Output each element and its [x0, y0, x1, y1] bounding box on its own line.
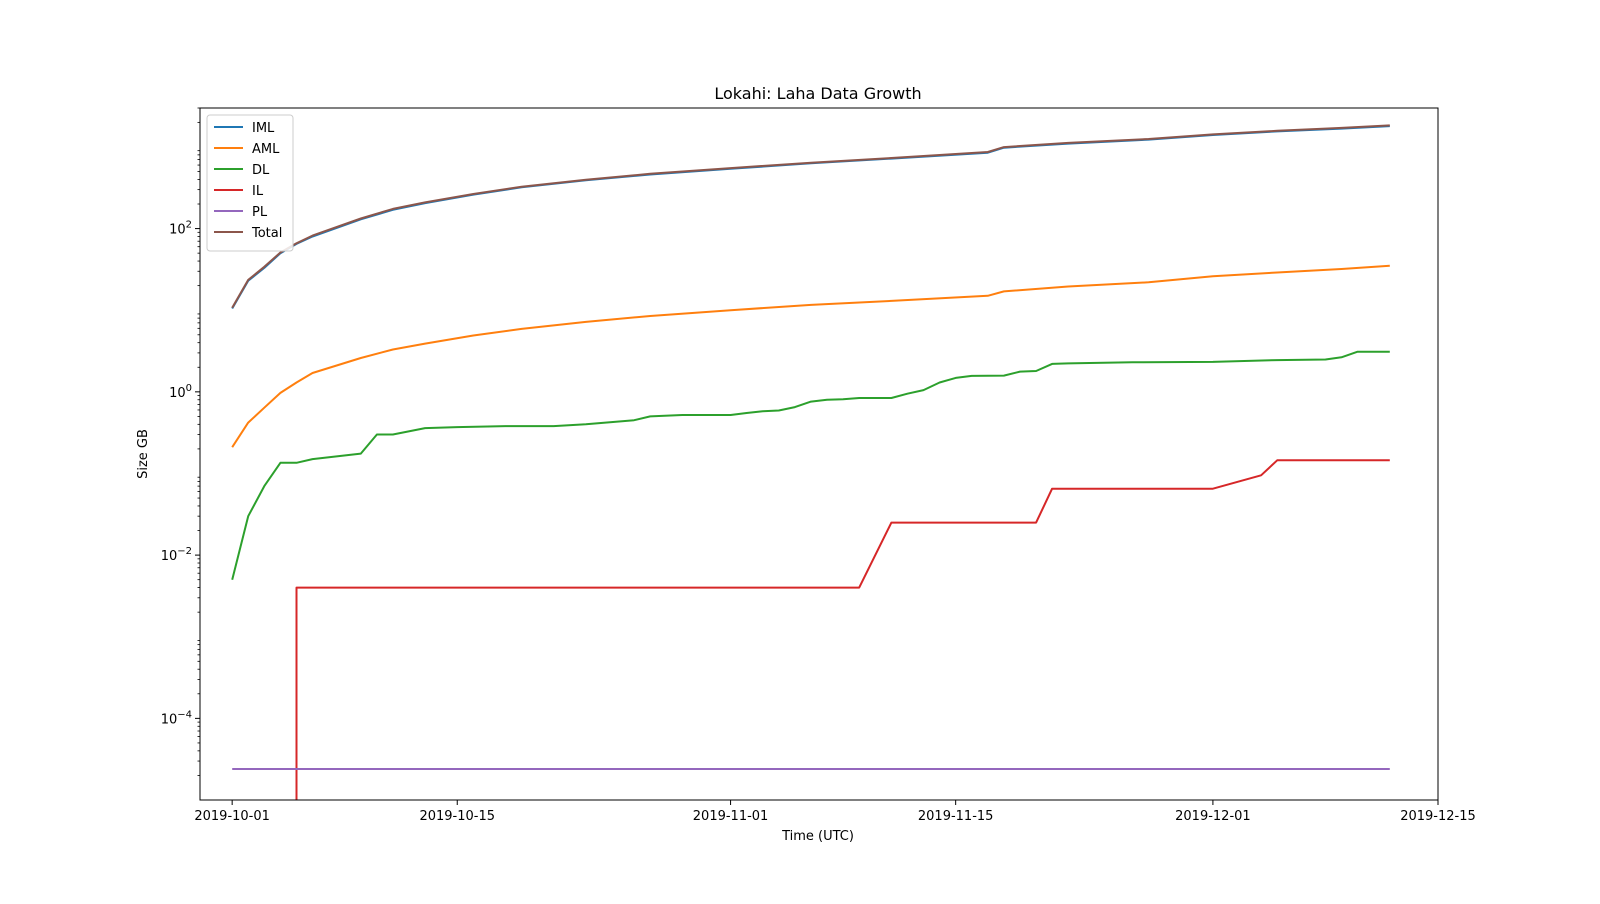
- y-tick-label: 10−2: [161, 546, 192, 564]
- legend-label-aml: AML: [252, 142, 280, 157]
- series-line-dl: [231, 350, 1390, 580]
- x-tick-label: 2019-11-01: [693, 809, 769, 824]
- chart-title: Lokahi: Laha Data Growth: [714, 84, 921, 103]
- y-tick-label: 102: [169, 220, 192, 238]
- series-layer: [231, 124, 1390, 800]
- x-tick-label: 2019-12-15: [1400, 809, 1476, 824]
- legend-label-total: Total: [251, 226, 282, 241]
- x-axis-label: Time (UTC): [781, 829, 854, 844]
- plot-frame: [199, 107, 1439, 801]
- y-tick-base: 10: [169, 386, 186, 401]
- y-tick-exponent: −2: [177, 546, 192, 557]
- y-tick-base: 10: [161, 549, 178, 564]
- legend-label-iml: IML: [252, 121, 275, 136]
- y-tick-exponent: −4: [177, 709, 192, 720]
- y-tick-exponent: 2: [186, 220, 192, 231]
- legend-label-pl: PL: [252, 205, 268, 220]
- x-axis: 2019-10-01 2019-10-15 2019-11-01 2019-11-15…: [194, 800, 1476, 824]
- x-tick-label: 2019-10-15: [419, 809, 495, 824]
- x-tick-label: 2019-11-15: [918, 809, 994, 824]
- series-line-il: [295, 459, 1390, 800]
- y-tick-label: 100: [169, 383, 192, 401]
- legend-label-dl: DL: [252, 163, 270, 178]
- x-tick-label: 2019-10-01: [194, 809, 270, 824]
- x-tick-label: 2019-12-01: [1175, 809, 1251, 824]
- series-line-aml: [231, 264, 1390, 448]
- y-tick-label: 10−4: [161, 709, 192, 727]
- legend: IML AML DL IL PL Total: [206, 114, 294, 252]
- y-tick-exponent: 0: [186, 383, 192, 394]
- series-line-total: [231, 124, 1390, 309]
- y-tick-base: 10: [169, 223, 186, 238]
- y-tick-base: 10: [161, 712, 178, 727]
- y-axis-label: Size GB: [136, 429, 151, 479]
- legend-label-il: IL: [252, 184, 264, 199]
